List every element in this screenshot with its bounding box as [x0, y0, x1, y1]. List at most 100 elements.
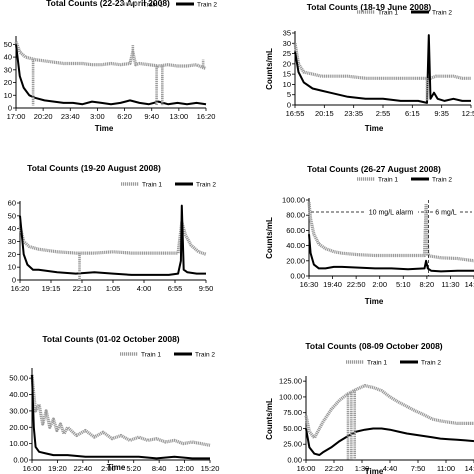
y-tick-label: 30 — [8, 237, 16, 246]
y-tick-label: 0 — [287, 101, 291, 110]
x-tick-label: 19:15 — [42, 284, 61, 293]
y-tick-label: 25 — [283, 49, 291, 58]
y-tick-label: 20.00 — [9, 423, 28, 432]
x-tick-label: 1:30 — [355, 464, 370, 473]
x-tick-label: 3:00 — [90, 112, 105, 121]
x-tick-label: 16:30 — [300, 280, 319, 289]
x-tick-label: 6:55 — [168, 284, 183, 293]
x-tick-label: 4:00 — [137, 284, 152, 293]
y-tick-label: 60.00 — [286, 226, 305, 235]
x-tick-label: 20:20 — [34, 112, 53, 121]
x-tick-label: 14:10 — [465, 464, 474, 473]
x-tick-label: 23:40 — [61, 112, 80, 121]
series-line-train-1 — [304, 384, 474, 440]
series-line-train-2 — [294, 34, 471, 104]
y-tick-label: 10 — [8, 263, 16, 272]
legend: Train 1 Train 2 — [122, 2, 217, 9]
x-tick-label: 22:40 — [73, 464, 92, 473]
y-tick-label: 50.00 — [9, 374, 28, 383]
x-tick-label: 12:00 — [175, 464, 194, 473]
series-line-train-1 — [18, 220, 207, 256]
y-tick-label: 50 — [4, 40, 12, 49]
legend: Train 1 Train 2 — [346, 360, 441, 367]
x-tick-label: 17:00 — [7, 112, 26, 121]
legend-label-1: Train 1 — [367, 360, 387, 367]
x-tick-label: 8:40 — [152, 464, 167, 473]
x-axis-label: Time — [95, 124, 114, 133]
x-axis-label: Time — [107, 463, 126, 472]
legend-label-1: Train 1 — [142, 182, 162, 189]
y-tick-label: 80.00 — [286, 211, 305, 220]
y-tick-label: 20 — [283, 59, 291, 68]
series-line-train-2 — [19, 204, 206, 276]
x-tick-label: 22:20 — [325, 464, 344, 473]
y-tick-label: 20 — [8, 250, 16, 259]
x-tick-label: 19:20 — [48, 464, 67, 473]
x-tick-label: 8:20 — [420, 280, 435, 289]
x-tick-label: 2:55 — [376, 109, 391, 118]
chart-title: Total Counts (18-19 June 2008) — [307, 2, 432, 12]
annotation-bg — [364, 207, 418, 216]
x-tick-label: 9:35 — [434, 109, 449, 118]
legend-label-1: Train 1 — [378, 10, 398, 17]
series-line-train-1 — [293, 43, 471, 80]
chart-title: Total Counts (01-02 October 2008) — [42, 334, 179, 344]
x-tick-label: 12:55 — [462, 109, 474, 118]
x-tick-label: 2:00 — [101, 464, 116, 473]
x-tick-label: 15:20 — [201, 464, 220, 473]
x-tick-label: 7:50 — [411, 464, 426, 473]
x-tick-label: 6:15 — [405, 109, 420, 118]
x-tick-label: 22:50 — [347, 280, 366, 289]
annotation-bg — [432, 207, 459, 216]
x-axis-label: Time — [365, 467, 384, 474]
y-tick-label: 25.00 — [283, 440, 302, 449]
y-tick-label: 0 — [12, 276, 16, 285]
chart-title: Total Counts (19-20 August 2008) — [27, 163, 161, 173]
legend: Train 1 Train 2 — [121, 182, 216, 189]
y-tick-label: 75.00 — [283, 408, 302, 417]
x-tick-label: 16:20 — [11, 284, 30, 293]
x-tick-label: 5:10 — [396, 280, 411, 289]
y-axis-label: Counts/mL — [265, 398, 274, 440]
y-tick-label: 30.00 — [9, 406, 28, 415]
chart-panel-jun-18-19: Total Counts (18-19 June 2008)Train 1 Tra… — [265, 2, 474, 133]
legend-label-2: Train 2 — [195, 352, 215, 359]
y-tick-label: 10.00 — [9, 439, 28, 448]
y-tick-label: 60 — [8, 199, 16, 208]
x-tick-label: 16:00 — [23, 464, 42, 473]
x-tick-label: 14:40 — [465, 280, 474, 289]
y-tick-label: 30 — [283, 39, 291, 48]
y-axis-label: Counts/mL — [265, 48, 274, 90]
x-tick-label: 16:20 — [197, 112, 216, 121]
chart-title: Total Counts (22-23 April 2008) — [46, 0, 170, 8]
series-line-train-2 — [15, 44, 207, 106]
x-tick-label: 11:00 — [437, 464, 455, 473]
series-line-train-2 — [31, 374, 210, 460]
legend-label-2: Train 2 — [421, 360, 441, 367]
x-tick-label: 16:55 — [286, 109, 305, 118]
x-tick-label: 11:30 — [441, 280, 459, 289]
y-tick-label: 40 — [4, 53, 12, 62]
chart-title: Total Counts (08-09 October 2008) — [305, 341, 442, 351]
y-tick-label: 0.00 — [290, 272, 305, 281]
y-tick-label: 5 — [287, 90, 291, 99]
series-line-train-2 — [308, 234, 474, 273]
legend-label-2: Train 2 — [196, 182, 216, 189]
y-tick-label: 35 — [283, 29, 291, 38]
x-tick-label: 9:40 — [144, 112, 159, 121]
x-axis-label: Time — [365, 297, 384, 306]
series-line-train-2 — [305, 427, 474, 456]
x-tick-label: 13:00 — [169, 112, 188, 121]
y-tick-label: 20 — [4, 78, 12, 87]
annotation-6mg: 6 mg/L — [435, 210, 457, 217]
x-tick-label: 20:15 — [315, 109, 334, 118]
y-tick-label: 0.00 — [13, 456, 28, 465]
legend: Train 1 Train 2 — [120, 352, 215, 359]
y-tick-label: 30 — [4, 65, 12, 74]
x-tick-label: 4:40 — [383, 464, 398, 473]
legend-label-1: Train 1 — [378, 177, 398, 184]
legend: Train 1 Train 2 — [357, 10, 452, 17]
legend-label-2: Train 2 — [197, 2, 217, 9]
